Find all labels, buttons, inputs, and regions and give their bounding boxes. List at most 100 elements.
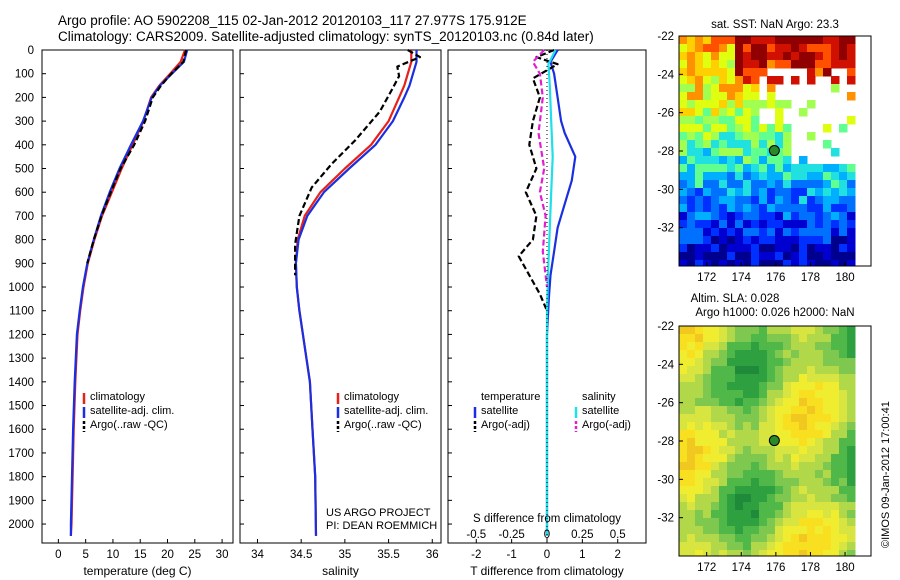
map-cell	[767, 350, 776, 359]
map-cell	[767, 510, 776, 519]
map-cell	[695, 494, 704, 503]
diff-legend-sal-argo: Argo(-adj)	[582, 419, 631, 431]
map-cell	[799, 188, 808, 197]
map-cell	[839, 52, 848, 61]
map-cell	[727, 334, 736, 343]
diff-legend-temp-satellite: satellite	[481, 405, 519, 417]
map-cell	[839, 502, 848, 511]
map-cell	[727, 430, 736, 439]
map-cell	[679, 196, 688, 205]
map-cell	[799, 422, 808, 431]
map-cell	[791, 252, 800, 261]
map-cell	[799, 36, 808, 45]
map-cell	[719, 92, 728, 101]
map-cell	[735, 358, 744, 367]
depth-tick-label: 1500	[8, 401, 34, 413]
map-cell	[703, 334, 712, 343]
map-cell	[823, 180, 832, 189]
map-cell	[807, 454, 816, 463]
map-cell	[807, 422, 816, 431]
map-cell	[751, 204, 760, 213]
map-cell	[751, 518, 760, 527]
map-cell	[711, 534, 720, 543]
map-cell	[719, 334, 728, 343]
map-cell	[703, 156, 712, 165]
map-cell	[783, 526, 792, 535]
map-cell	[711, 398, 720, 407]
map-cell	[823, 358, 832, 367]
map-cell	[687, 252, 696, 261]
map-cell	[775, 350, 784, 359]
map-cell	[791, 172, 800, 181]
map-cell	[743, 486, 752, 495]
map-cell	[719, 454, 728, 463]
map-cell	[807, 188, 816, 197]
map-cell	[767, 326, 776, 335]
map-cell	[839, 212, 848, 221]
map-cell	[783, 462, 792, 471]
map-cell	[751, 76, 760, 85]
map-cell	[687, 92, 696, 101]
map-cell	[703, 228, 712, 237]
map-cell	[815, 454, 824, 463]
map-cell	[815, 220, 824, 229]
map-cell	[703, 502, 712, 511]
map-cell	[831, 342, 840, 351]
map-cell	[719, 406, 728, 415]
map-cell	[695, 446, 704, 455]
map-cell	[807, 382, 816, 391]
map-cell	[799, 60, 808, 69]
map-cell	[767, 342, 776, 351]
map-cell	[815, 518, 824, 527]
map-cell	[767, 478, 776, 487]
map-cell	[679, 342, 688, 351]
map-cell	[807, 550, 816, 556]
map-cell	[791, 518, 800, 527]
map-cell	[719, 398, 728, 407]
map-cell	[743, 502, 752, 511]
map-cell	[799, 382, 808, 391]
map-cell	[807, 44, 816, 53]
map-cell	[743, 326, 752, 335]
map-cell	[695, 212, 704, 221]
map-cell	[687, 124, 696, 133]
map-cell	[679, 502, 688, 511]
map-cell	[743, 196, 752, 205]
map-cell	[839, 486, 848, 495]
map-cell	[759, 236, 768, 245]
map-cell	[775, 180, 784, 189]
map-cell	[711, 252, 720, 261]
map-cell	[687, 414, 696, 423]
map-cell	[751, 454, 760, 463]
map-cell	[679, 252, 688, 261]
map-cell	[831, 542, 840, 551]
map-cell	[775, 510, 784, 519]
map-cell	[695, 116, 704, 125]
map-cell	[687, 454, 696, 463]
map-cell	[815, 430, 824, 439]
map-cell	[807, 518, 816, 527]
map-cell	[727, 76, 736, 85]
map-cell	[823, 486, 832, 495]
map-cell	[815, 534, 824, 543]
map-cell	[711, 52, 720, 61]
map-cell	[783, 36, 792, 45]
map-cell	[687, 422, 696, 431]
map-cell	[703, 326, 712, 335]
map-cell	[703, 526, 712, 535]
map-cell	[703, 454, 712, 463]
map-cell	[807, 180, 816, 189]
map-cell	[695, 92, 704, 101]
map-cell	[719, 188, 728, 197]
map-cell	[847, 44, 856, 53]
map-cell	[839, 478, 848, 487]
map-cell	[767, 60, 776, 69]
map-cell	[847, 534, 856, 543]
map-cell	[823, 188, 832, 197]
map-cell	[839, 438, 848, 447]
map-cell	[735, 526, 744, 535]
map-cell	[767, 398, 776, 407]
map-cell	[695, 180, 704, 189]
map-cell	[679, 52, 688, 61]
map-cell	[831, 446, 840, 455]
